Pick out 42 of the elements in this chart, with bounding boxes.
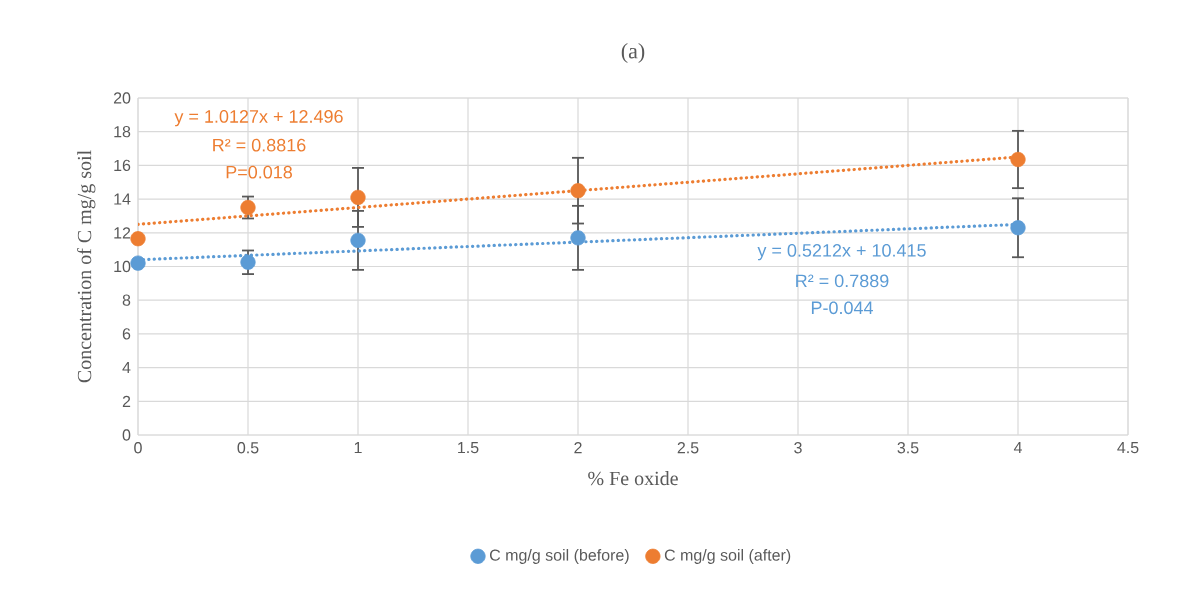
y-tick-label: 6 bbox=[122, 328, 131, 340]
y-tick-label: 18 bbox=[114, 126, 131, 138]
annotation: y = 0.5212x + 10.415 bbox=[757, 244, 926, 261]
point bbox=[240, 199, 256, 216]
annotation: R² = 0.7889 bbox=[796, 274, 889, 288]
annotation: R² = 0.8816 bbox=[213, 138, 306, 152]
point bbox=[350, 232, 366, 248]
x-tick-label: 1.5 bbox=[458, 442, 479, 454]
point bbox=[570, 183, 586, 199]
x-tick-label: 0 bbox=[134, 442, 142, 454]
legend-label: C mg/g soil (before) bbox=[490, 549, 629, 564]
y-tick-label: 20 bbox=[113, 92, 131, 104]
chart-title: (a) bbox=[621, 43, 645, 63]
x-axis-title: % Fe oxide bbox=[588, 471, 678, 486]
y-tick-label: 12 bbox=[114, 227, 131, 239]
x-tick-label: 4.5 bbox=[1117, 442, 1139, 454]
point bbox=[1010, 151, 1026, 168]
x-tick-label: 1 bbox=[354, 442, 362, 454]
legend-label: C mg/g soil (after) bbox=[664, 549, 791, 564]
x-tick-label: 4 bbox=[1013, 442, 1022, 454]
point bbox=[1010, 220, 1026, 236]
y-axis-title: Concentration of C mg/g soil bbox=[77, 150, 96, 383]
y-tick-label: 4 bbox=[122, 362, 131, 374]
y-tick-label: 8 bbox=[122, 294, 131, 306]
annotation: P-0.044 bbox=[811, 301, 873, 315]
point bbox=[570, 230, 586, 246]
point bbox=[130, 231, 146, 247]
x-tick-label: 2.5 bbox=[677, 442, 699, 454]
y-tick-label: 10 bbox=[114, 260, 131, 273]
y-tick-label: 14 bbox=[114, 193, 131, 205]
y-tick-label: 0 bbox=[122, 429, 131, 441]
y-tick-label: 16 bbox=[114, 159, 131, 172]
annotation: P=0.018 bbox=[226, 165, 292, 179]
x-tick-label: 3 bbox=[794, 442, 802, 454]
annotation: y = 1.0127x + 12.496 bbox=[174, 110, 343, 127]
x-tick-label: 0.5 bbox=[237, 442, 259, 454]
point bbox=[240, 254, 256, 270]
point bbox=[130, 255, 146, 271]
point bbox=[350, 189, 366, 206]
y-tick-label: 2 bbox=[122, 395, 131, 407]
x-tick-label: 3.5 bbox=[897, 442, 919, 454]
x-tick-label: 2 bbox=[574, 442, 582, 454]
